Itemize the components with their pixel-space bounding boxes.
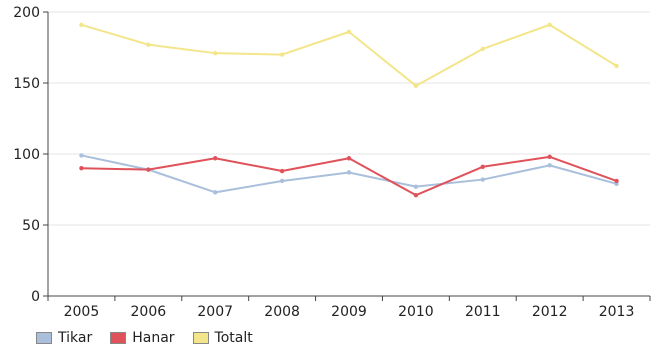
y-tick-label: 50 bbox=[22, 218, 40, 234]
y-tick-label: 200 bbox=[13, 5, 40, 21]
y-tick-label: 0 bbox=[31, 289, 40, 305]
x-tick-label: 2006 bbox=[131, 304, 167, 320]
legend-swatch-hanar bbox=[110, 332, 127, 344]
x-tick-label: 2011 bbox=[465, 304, 501, 320]
x-tick-label: 2009 bbox=[331, 304, 367, 320]
data-point-tikar bbox=[547, 163, 552, 168]
legend-item-hanar: Hanar bbox=[110, 330, 175, 346]
legend-swatch-totalt bbox=[192, 332, 209, 344]
legend-label-totalt: Totalt bbox=[214, 330, 253, 346]
x-tick-label: 2010 bbox=[398, 304, 434, 320]
y-tick-label: 150 bbox=[13, 76, 40, 92]
y-axis: 0 50 100 150 200 bbox=[13, 5, 49, 305]
data-point-totalt bbox=[480, 46, 485, 52]
data-point-hanar bbox=[79, 166, 84, 171]
data-point-totalt bbox=[547, 22, 552, 27]
data-point-hanar bbox=[614, 178, 619, 184]
x-tick-label: 2005 bbox=[64, 304, 100, 320]
gridlines bbox=[48, 11, 650, 226]
data-point-hanar bbox=[146, 167, 151, 172]
data-point-tikar bbox=[279, 178, 285, 184]
series-lines bbox=[79, 22, 619, 198]
x-tick-label: 2007 bbox=[197, 304, 233, 320]
data-point-tikar bbox=[79, 153, 84, 158]
data-point-hanar bbox=[547, 154, 552, 160]
data-point-tikar bbox=[480, 177, 485, 182]
x-tick-label: 2012 bbox=[532, 304, 568, 320]
data-point-hanar bbox=[346, 156, 352, 161]
legend-swatch-tikar bbox=[36, 332, 52, 344]
x-tick-label: 2008 bbox=[264, 304, 300, 320]
data-point-totalt bbox=[146, 42, 151, 47]
legend-label-tikar: Tikar bbox=[58, 330, 93, 346]
series-line-hanar bbox=[81, 155, 617, 197]
legend: Tikar Hanar Totalt bbox=[36, 330, 253, 346]
legend-item-tikar: Tikar bbox=[36, 330, 92, 346]
data-point-totalt bbox=[413, 83, 419, 89]
data-point-totalt bbox=[279, 52, 285, 57]
x-axis: 2005 2006 2007 2008 2009 2010 2011 2012 2013 bbox=[47, 295, 651, 320]
data-point-tikar bbox=[346, 170, 352, 175]
y-tick-label: 100 bbox=[13, 147, 40, 163]
data-point-tikar bbox=[413, 184, 419, 189]
data-point-totalt bbox=[79, 22, 84, 27]
legend-item-totalt: Totalt bbox=[192, 330, 253, 346]
data-point-hanar bbox=[413, 192, 419, 198]
x-tick-label: 2013 bbox=[599, 304, 635, 320]
data-point-totalt bbox=[614, 63, 619, 69]
data-point-hanar bbox=[279, 168, 285, 174]
data-point-hanar bbox=[480, 164, 485, 169]
data-point-totalt bbox=[346, 29, 352, 35]
data-point-totalt bbox=[213, 50, 218, 56]
data-point-tikar bbox=[213, 190, 218, 195]
data-point-hanar bbox=[213, 156, 218, 161]
legend-label-hanar: Hanar bbox=[132, 330, 175, 346]
